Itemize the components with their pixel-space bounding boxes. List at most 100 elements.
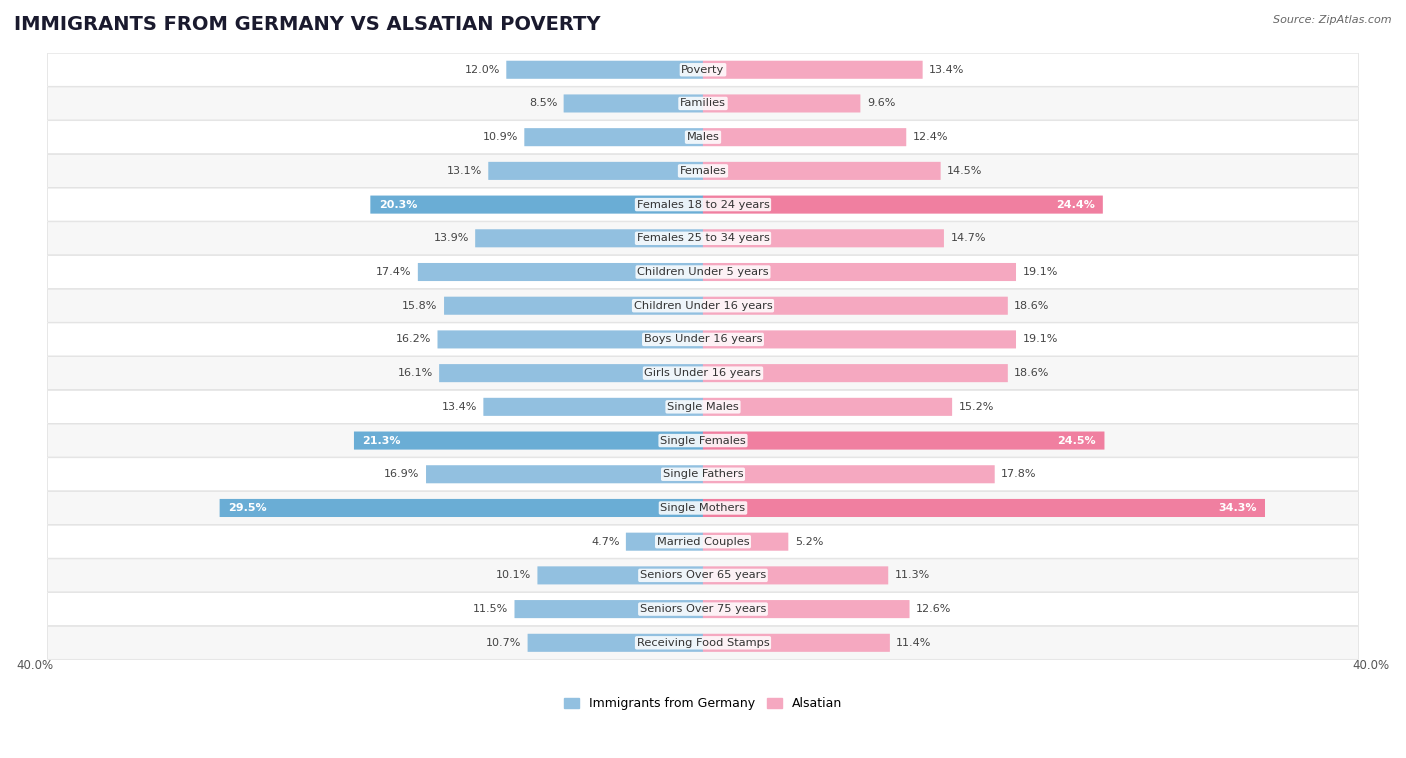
FancyBboxPatch shape	[48, 424, 1358, 457]
Text: 40.0%: 40.0%	[17, 659, 53, 672]
FancyBboxPatch shape	[48, 155, 1358, 187]
Text: 13.4%: 13.4%	[929, 64, 965, 75]
FancyBboxPatch shape	[564, 95, 703, 112]
Text: 17.8%: 17.8%	[1001, 469, 1036, 479]
FancyBboxPatch shape	[703, 196, 1102, 214]
FancyBboxPatch shape	[48, 53, 1358, 86]
FancyBboxPatch shape	[703, 162, 941, 180]
FancyBboxPatch shape	[418, 263, 703, 281]
Text: Receiving Food Stamps: Receiving Food Stamps	[637, 637, 769, 648]
FancyBboxPatch shape	[703, 566, 889, 584]
FancyBboxPatch shape	[354, 431, 703, 449]
FancyBboxPatch shape	[703, 634, 890, 652]
FancyBboxPatch shape	[703, 95, 860, 112]
FancyBboxPatch shape	[703, 296, 1008, 315]
Text: 15.8%: 15.8%	[402, 301, 437, 311]
FancyBboxPatch shape	[475, 229, 703, 247]
Text: Females: Females	[679, 166, 727, 176]
FancyBboxPatch shape	[703, 263, 1017, 281]
FancyBboxPatch shape	[370, 196, 703, 214]
Text: 19.1%: 19.1%	[1022, 267, 1057, 277]
FancyBboxPatch shape	[48, 356, 1358, 390]
FancyBboxPatch shape	[703, 398, 952, 416]
FancyBboxPatch shape	[703, 499, 1265, 517]
Text: 13.4%: 13.4%	[441, 402, 477, 412]
FancyBboxPatch shape	[48, 323, 1358, 356]
FancyBboxPatch shape	[48, 491, 1358, 525]
FancyBboxPatch shape	[506, 61, 703, 79]
FancyBboxPatch shape	[48, 525, 1358, 558]
FancyBboxPatch shape	[484, 398, 703, 416]
Text: 13.9%: 13.9%	[433, 233, 468, 243]
FancyBboxPatch shape	[48, 255, 1358, 289]
Text: Females 18 to 24 years: Females 18 to 24 years	[637, 199, 769, 210]
Text: 21.3%: 21.3%	[363, 436, 401, 446]
Text: Females 25 to 34 years: Females 25 to 34 years	[637, 233, 769, 243]
Text: 13.1%: 13.1%	[447, 166, 482, 176]
Text: 12.0%: 12.0%	[464, 64, 501, 75]
FancyBboxPatch shape	[48, 559, 1358, 592]
Text: 20.3%: 20.3%	[378, 199, 418, 210]
FancyBboxPatch shape	[48, 390, 1358, 424]
FancyBboxPatch shape	[48, 188, 1358, 221]
FancyBboxPatch shape	[488, 162, 703, 180]
FancyBboxPatch shape	[48, 593, 1358, 625]
Text: 16.9%: 16.9%	[384, 469, 419, 479]
Text: 10.1%: 10.1%	[496, 570, 531, 581]
FancyBboxPatch shape	[703, 600, 910, 618]
Text: Single Fathers: Single Fathers	[662, 469, 744, 479]
Text: Single Females: Single Females	[661, 436, 745, 446]
Text: 40.0%: 40.0%	[1353, 659, 1389, 672]
FancyBboxPatch shape	[444, 296, 703, 315]
Text: Males: Males	[686, 132, 720, 143]
Text: Married Couples: Married Couples	[657, 537, 749, 547]
Text: Seniors Over 75 years: Seniors Over 75 years	[640, 604, 766, 614]
FancyBboxPatch shape	[703, 229, 943, 247]
Text: Children Under 16 years: Children Under 16 years	[634, 301, 772, 311]
FancyBboxPatch shape	[439, 364, 703, 382]
FancyBboxPatch shape	[48, 626, 1358, 659]
Text: Single Mothers: Single Mothers	[661, 503, 745, 513]
Text: 34.3%: 34.3%	[1218, 503, 1257, 513]
Text: 15.2%: 15.2%	[959, 402, 994, 412]
FancyBboxPatch shape	[626, 533, 703, 551]
Text: 4.7%: 4.7%	[591, 537, 620, 547]
Text: 16.2%: 16.2%	[395, 334, 432, 344]
Text: 10.9%: 10.9%	[482, 132, 517, 143]
Text: 19.1%: 19.1%	[1022, 334, 1057, 344]
Text: 12.4%: 12.4%	[912, 132, 948, 143]
FancyBboxPatch shape	[537, 566, 703, 584]
Text: 11.5%: 11.5%	[472, 604, 508, 614]
Text: 10.7%: 10.7%	[486, 637, 522, 648]
FancyBboxPatch shape	[48, 121, 1358, 154]
FancyBboxPatch shape	[703, 465, 994, 484]
Text: IMMIGRANTS FROM GERMANY VS ALSATIAN POVERTY: IMMIGRANTS FROM GERMANY VS ALSATIAN POVE…	[14, 15, 600, 34]
Text: 14.7%: 14.7%	[950, 233, 986, 243]
Text: 16.1%: 16.1%	[398, 368, 433, 378]
Text: Children Under 5 years: Children Under 5 years	[637, 267, 769, 277]
FancyBboxPatch shape	[703, 61, 922, 79]
FancyBboxPatch shape	[426, 465, 703, 484]
FancyBboxPatch shape	[703, 431, 1105, 449]
Text: 24.5%: 24.5%	[1057, 436, 1097, 446]
Text: Poverty: Poverty	[682, 64, 724, 75]
Text: Source: ZipAtlas.com: Source: ZipAtlas.com	[1274, 15, 1392, 25]
FancyBboxPatch shape	[703, 533, 789, 551]
Text: 14.5%: 14.5%	[948, 166, 983, 176]
FancyBboxPatch shape	[527, 634, 703, 652]
FancyBboxPatch shape	[703, 128, 907, 146]
FancyBboxPatch shape	[703, 364, 1008, 382]
Text: 29.5%: 29.5%	[228, 503, 267, 513]
Legend: Immigrants from Germany, Alsatian: Immigrants from Germany, Alsatian	[558, 692, 848, 716]
Text: 24.4%: 24.4%	[1056, 199, 1094, 210]
Text: Families: Families	[681, 99, 725, 108]
Text: 9.6%: 9.6%	[868, 99, 896, 108]
Text: 8.5%: 8.5%	[529, 99, 557, 108]
Text: 17.4%: 17.4%	[375, 267, 412, 277]
FancyBboxPatch shape	[48, 458, 1358, 490]
FancyBboxPatch shape	[219, 499, 703, 517]
Text: 18.6%: 18.6%	[1014, 368, 1050, 378]
Text: Single Males: Single Males	[666, 402, 740, 412]
Text: Boys Under 16 years: Boys Under 16 years	[644, 334, 762, 344]
FancyBboxPatch shape	[437, 330, 703, 349]
